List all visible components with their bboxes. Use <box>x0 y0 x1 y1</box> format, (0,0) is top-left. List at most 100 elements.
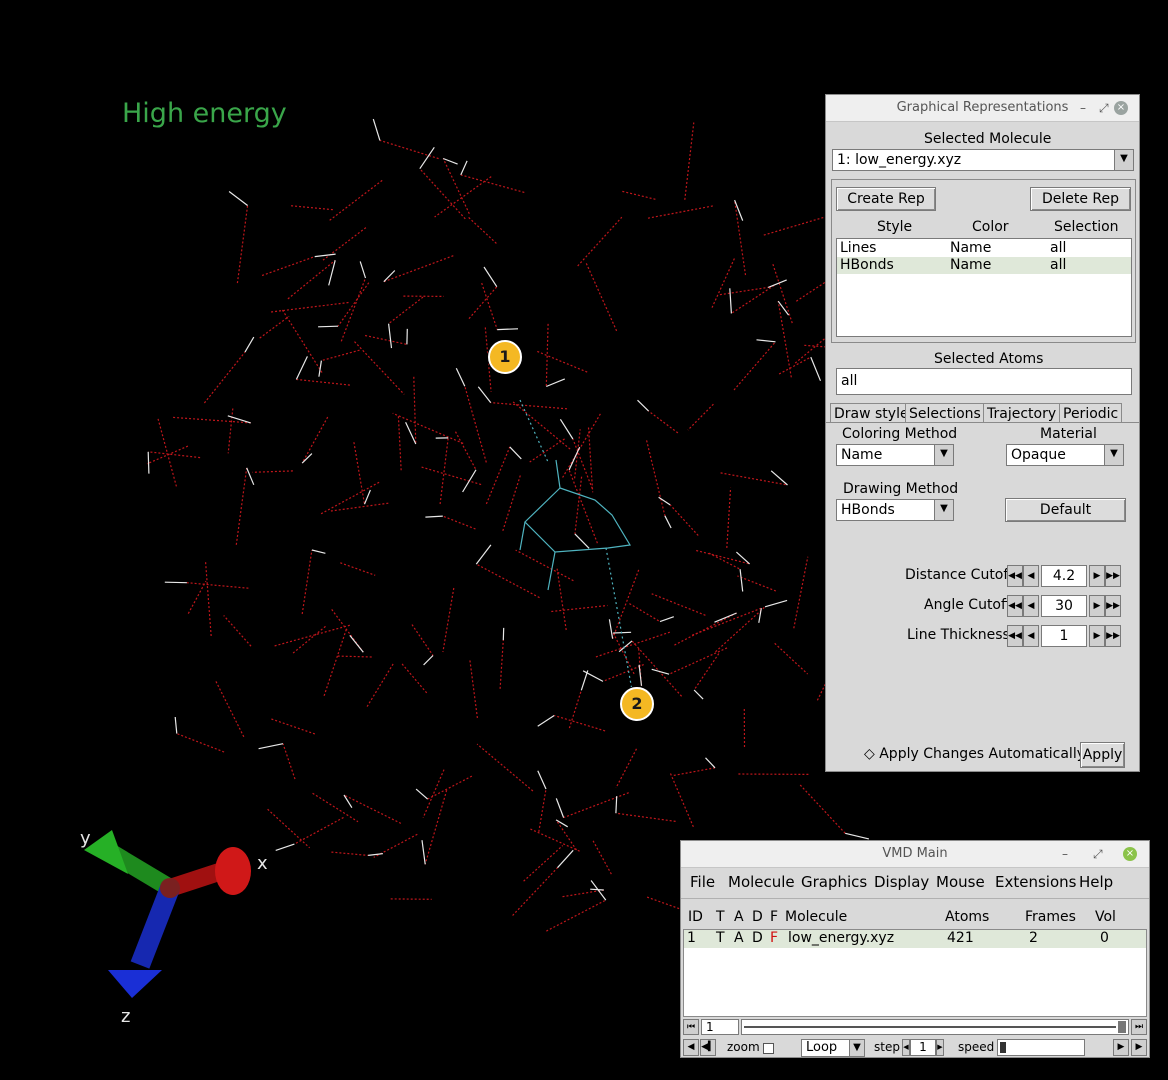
window-titlebar[interactable]: VMD Main – ⤢ × <box>681 841 1149 868</box>
play-forward-icon[interactable]: ▶ <box>1113 1039 1129 1056</box>
bond-line <box>470 660 478 719</box>
line-thickness-input[interactable]: 1 <box>1041 625 1087 647</box>
row-top-toggle[interactable]: T <box>716 930 725 946</box>
hydrogen-bond-stub <box>463 470 476 492</box>
step-forward-icon[interactable]: ▶ <box>1131 1039 1147 1056</box>
reps-list[interactable]: Lines Name all HBonds Name all <box>836 238 1132 337</box>
skip-to-end-icon[interactable]: ⏭ <box>1131 1019 1147 1035</box>
table-row[interactable]: 1 T A D F low_energy.xyz 421 2 0 <box>684 930 1146 948</box>
zoom-checkbox[interactable] <box>763 1043 774 1054</box>
bond-line <box>586 263 617 331</box>
line-thickness-label: Line Thickness <box>907 627 1010 643</box>
tab-draw-style[interactable]: Draw style <box>830 403 913 423</box>
loop-mode-dropdown[interactable]: Loop ▼ <box>801 1039 865 1057</box>
double-left-arrow-icon[interactable]: ◀◀ <box>1007 625 1023 647</box>
hydrogen-bond-stub <box>538 771 546 789</box>
bond-line <box>340 563 375 576</box>
frame-input[interactable]: 1 <box>701 1019 739 1035</box>
maximize-icon[interactable]: ⤢ <box>1093 841 1103 867</box>
menu-display[interactable]: Display <box>874 867 929 897</box>
apply-auto-checkbox[interactable]: ◇ Apply Changes Automatically <box>864 746 1085 762</box>
rep-row-hbonds[interactable]: HBonds Name all <box>837 257 1131 274</box>
menu-extensions[interactable]: Extensions <box>995 867 1076 897</box>
bond-line <box>629 604 660 622</box>
right-arrow-icon[interactable]: ▶ <box>1089 565 1105 587</box>
step-decrement-icon[interactable]: ◀ <box>902 1039 910 1056</box>
bond-line <box>778 301 791 377</box>
double-left-arrow-icon[interactable]: ◀◀ <box>1007 595 1023 617</box>
speed-slider-handle[interactable] <box>1000 1042 1006 1053</box>
row-active-toggle[interactable]: A <box>734 930 744 946</box>
menu-graphics[interactable]: Graphics <box>801 867 867 897</box>
left-arrow-icon[interactable]: ◀ <box>1023 595 1039 617</box>
bond-line <box>380 140 439 158</box>
bond-line <box>237 206 247 284</box>
step-back-icon[interactable]: ◀ <box>683 1039 699 1056</box>
speed-slider[interactable] <box>997 1039 1085 1056</box>
close-icon[interactable]: × <box>1123 847 1137 861</box>
tab-periodic[interactable]: Periodic <box>1059 403 1122 423</box>
menu-file[interactable]: File <box>690 867 715 897</box>
hydrogen-bond-stub <box>368 854 383 856</box>
double-right-arrow-icon[interactable]: ▶▶ <box>1105 595 1121 617</box>
minimize-icon[interactable]: – <box>1080 95 1086 121</box>
double-left-arrow-icon[interactable]: ◀◀ <box>1007 565 1023 587</box>
row-fixed-toggle[interactable]: F <box>770 930 778 946</box>
distance-cutoff-input[interactable]: 4.2 <box>1041 565 1087 587</box>
row-drawn-toggle[interactable]: D <box>752 930 763 946</box>
left-arrow-icon[interactable]: ◀ <box>1023 565 1039 587</box>
bond-line <box>341 278 365 341</box>
bond-line <box>536 351 588 372</box>
hydrogen-bond-stub <box>276 844 295 850</box>
axes-gizmo <box>84 830 251 998</box>
hydrogen-bond-stub <box>619 641 632 652</box>
bond-line <box>302 417 328 463</box>
selected-atoms-input[interactable]: all <box>836 368 1132 395</box>
maximize-icon[interactable]: ⤢ <box>1099 95 1109 121</box>
frame-slider[interactable] <box>741 1019 1129 1035</box>
molecule-list[interactable]: 1 T A D F low_energy.xyz 421 2 0 <box>683 929 1147 1017</box>
right-arrow-icon[interactable]: ▶ <box>1089 625 1105 647</box>
menu-mouse[interactable]: Mouse <box>936 867 985 897</box>
coloring-method-dropdown[interactable]: Name ▼ <box>836 444 954 466</box>
rep-row-lines[interactable]: Lines Name all <box>837 240 1131 257</box>
close-icon[interactable]: × <box>1114 101 1128 115</box>
bond-line <box>365 336 407 345</box>
selected-molecule-dropdown[interactable]: 1: low_energy.xyz ▼ <box>832 149 1134 171</box>
window-title: Graphical Representations <box>897 100 1069 115</box>
double-right-arrow-icon[interactable]: ▶▶ <box>1105 565 1121 587</box>
apply-button[interactable]: Apply <box>1080 742 1125 768</box>
create-rep-button[interactable]: Create Rep <box>836 187 936 211</box>
tab-selections[interactable]: Selections <box>905 403 985 423</box>
hydrogen-bond-stub <box>148 452 149 474</box>
bond-line <box>648 206 713 218</box>
hydrogen-bond-stub <box>360 261 365 278</box>
material-dropdown[interactable]: Opaque ▼ <box>1006 444 1124 466</box>
angle-cutoff-input[interactable]: 30 <box>1041 595 1087 617</box>
bond-line <box>563 414 601 478</box>
menu-molecule[interactable]: Molecule <box>728 867 795 897</box>
delete-rep-button[interactable]: Delete Rep <box>1030 187 1131 211</box>
drawing-method-dropdown[interactable]: HBonds ▼ <box>836 499 954 521</box>
menu-help[interactable]: Help <box>1079 867 1113 897</box>
bond-line <box>440 438 448 504</box>
bond-line <box>647 440 665 515</box>
play-reverse-icon[interactable]: ◀▍ <box>700 1039 716 1056</box>
left-arrow-icon[interactable]: ◀ <box>1023 625 1039 647</box>
col-style-header: Style <box>877 219 912 235</box>
bond-network <box>147 123 884 932</box>
default-button[interactable]: Default <box>1005 498 1126 522</box>
rep-style: HBonds <box>840 257 894 273</box>
tab-trajectory[interactable]: Trajectory <box>983 403 1060 423</box>
minimize-icon[interactable]: – <box>1062 841 1068 867</box>
slider-track <box>744 1026 1116 1028</box>
step-input[interactable]: 1 <box>910 1039 936 1056</box>
skip-to-start-icon[interactable]: ⏮ <box>683 1019 699 1035</box>
step-increment-icon[interactable]: ▶ <box>936 1039 944 1056</box>
double-right-arrow-icon[interactable]: ▶▶ <box>1105 625 1121 647</box>
bond-line <box>275 625 351 646</box>
right-arrow-icon[interactable]: ▶ <box>1089 595 1105 617</box>
hydrogen-bond-stub <box>569 447 580 470</box>
slider-handle[interactable] <box>1118 1021 1126 1033</box>
window-titlebar[interactable]: Graphical Representations – ⤢ × <box>826 95 1139 122</box>
